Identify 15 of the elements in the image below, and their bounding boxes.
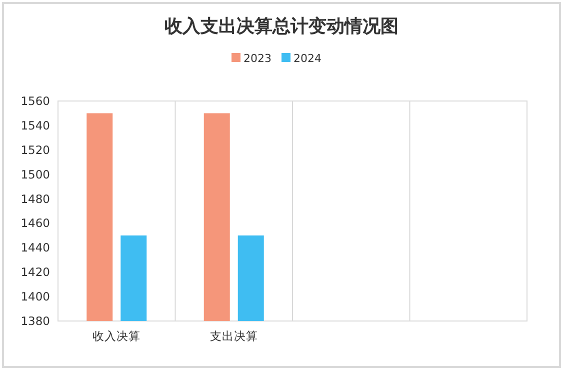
- y-tick-label: 1480: [20, 192, 50, 206]
- y-tick-label: 1440: [20, 240, 50, 255]
- chart-title: 收入支出决算总计变动情况图: [164, 16, 398, 37]
- y-tick-label: 1380: [20, 314, 50, 328]
- legend-label: 2023: [244, 52, 272, 65]
- y-tick-label: 1460: [20, 216, 50, 230]
- x-tick-label: 收入决算: [92, 329, 141, 343]
- legend-label: 2024: [294, 52, 322, 65]
- y-tick-label: 1400: [20, 290, 50, 304]
- y-tick-label: 1540: [20, 118, 50, 132]
- x-tick-label: 支出决算: [210, 329, 258, 343]
- y-tick-label: 1520: [20, 142, 50, 157]
- y-tick-label: 1420: [20, 265, 50, 280]
- y-tick-label: 1500: [20, 167, 50, 182]
- y-tick-label: 1560: [20, 94, 50, 108]
